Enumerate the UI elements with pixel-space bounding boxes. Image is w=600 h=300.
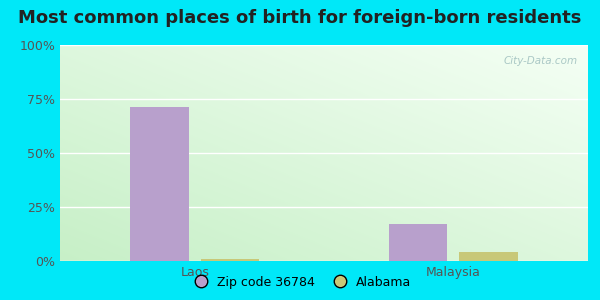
Bar bbox=[201, 259, 259, 261]
Text: Most common places of birth for foreign-born residents: Most common places of birth for foreign-… bbox=[19, 9, 581, 27]
Bar bbox=[130, 107, 189, 261]
Bar bbox=[389, 224, 447, 261]
Text: City-Data.com: City-Data.com bbox=[503, 56, 577, 66]
Legend: Zip code 36784, Alabama: Zip code 36784, Alabama bbox=[184, 271, 416, 294]
Bar bbox=[459, 252, 518, 261]
